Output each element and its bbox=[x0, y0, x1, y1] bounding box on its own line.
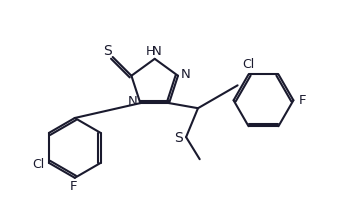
Text: Cl: Cl bbox=[32, 158, 44, 171]
Text: S: S bbox=[174, 131, 183, 145]
Text: F: F bbox=[69, 180, 77, 193]
Text: N: N bbox=[181, 68, 190, 80]
Text: N: N bbox=[128, 95, 138, 108]
Text: Cl: Cl bbox=[242, 58, 255, 71]
Text: H: H bbox=[146, 45, 155, 58]
Text: N: N bbox=[152, 45, 162, 58]
Text: S: S bbox=[103, 44, 112, 58]
Text: F: F bbox=[299, 94, 307, 107]
